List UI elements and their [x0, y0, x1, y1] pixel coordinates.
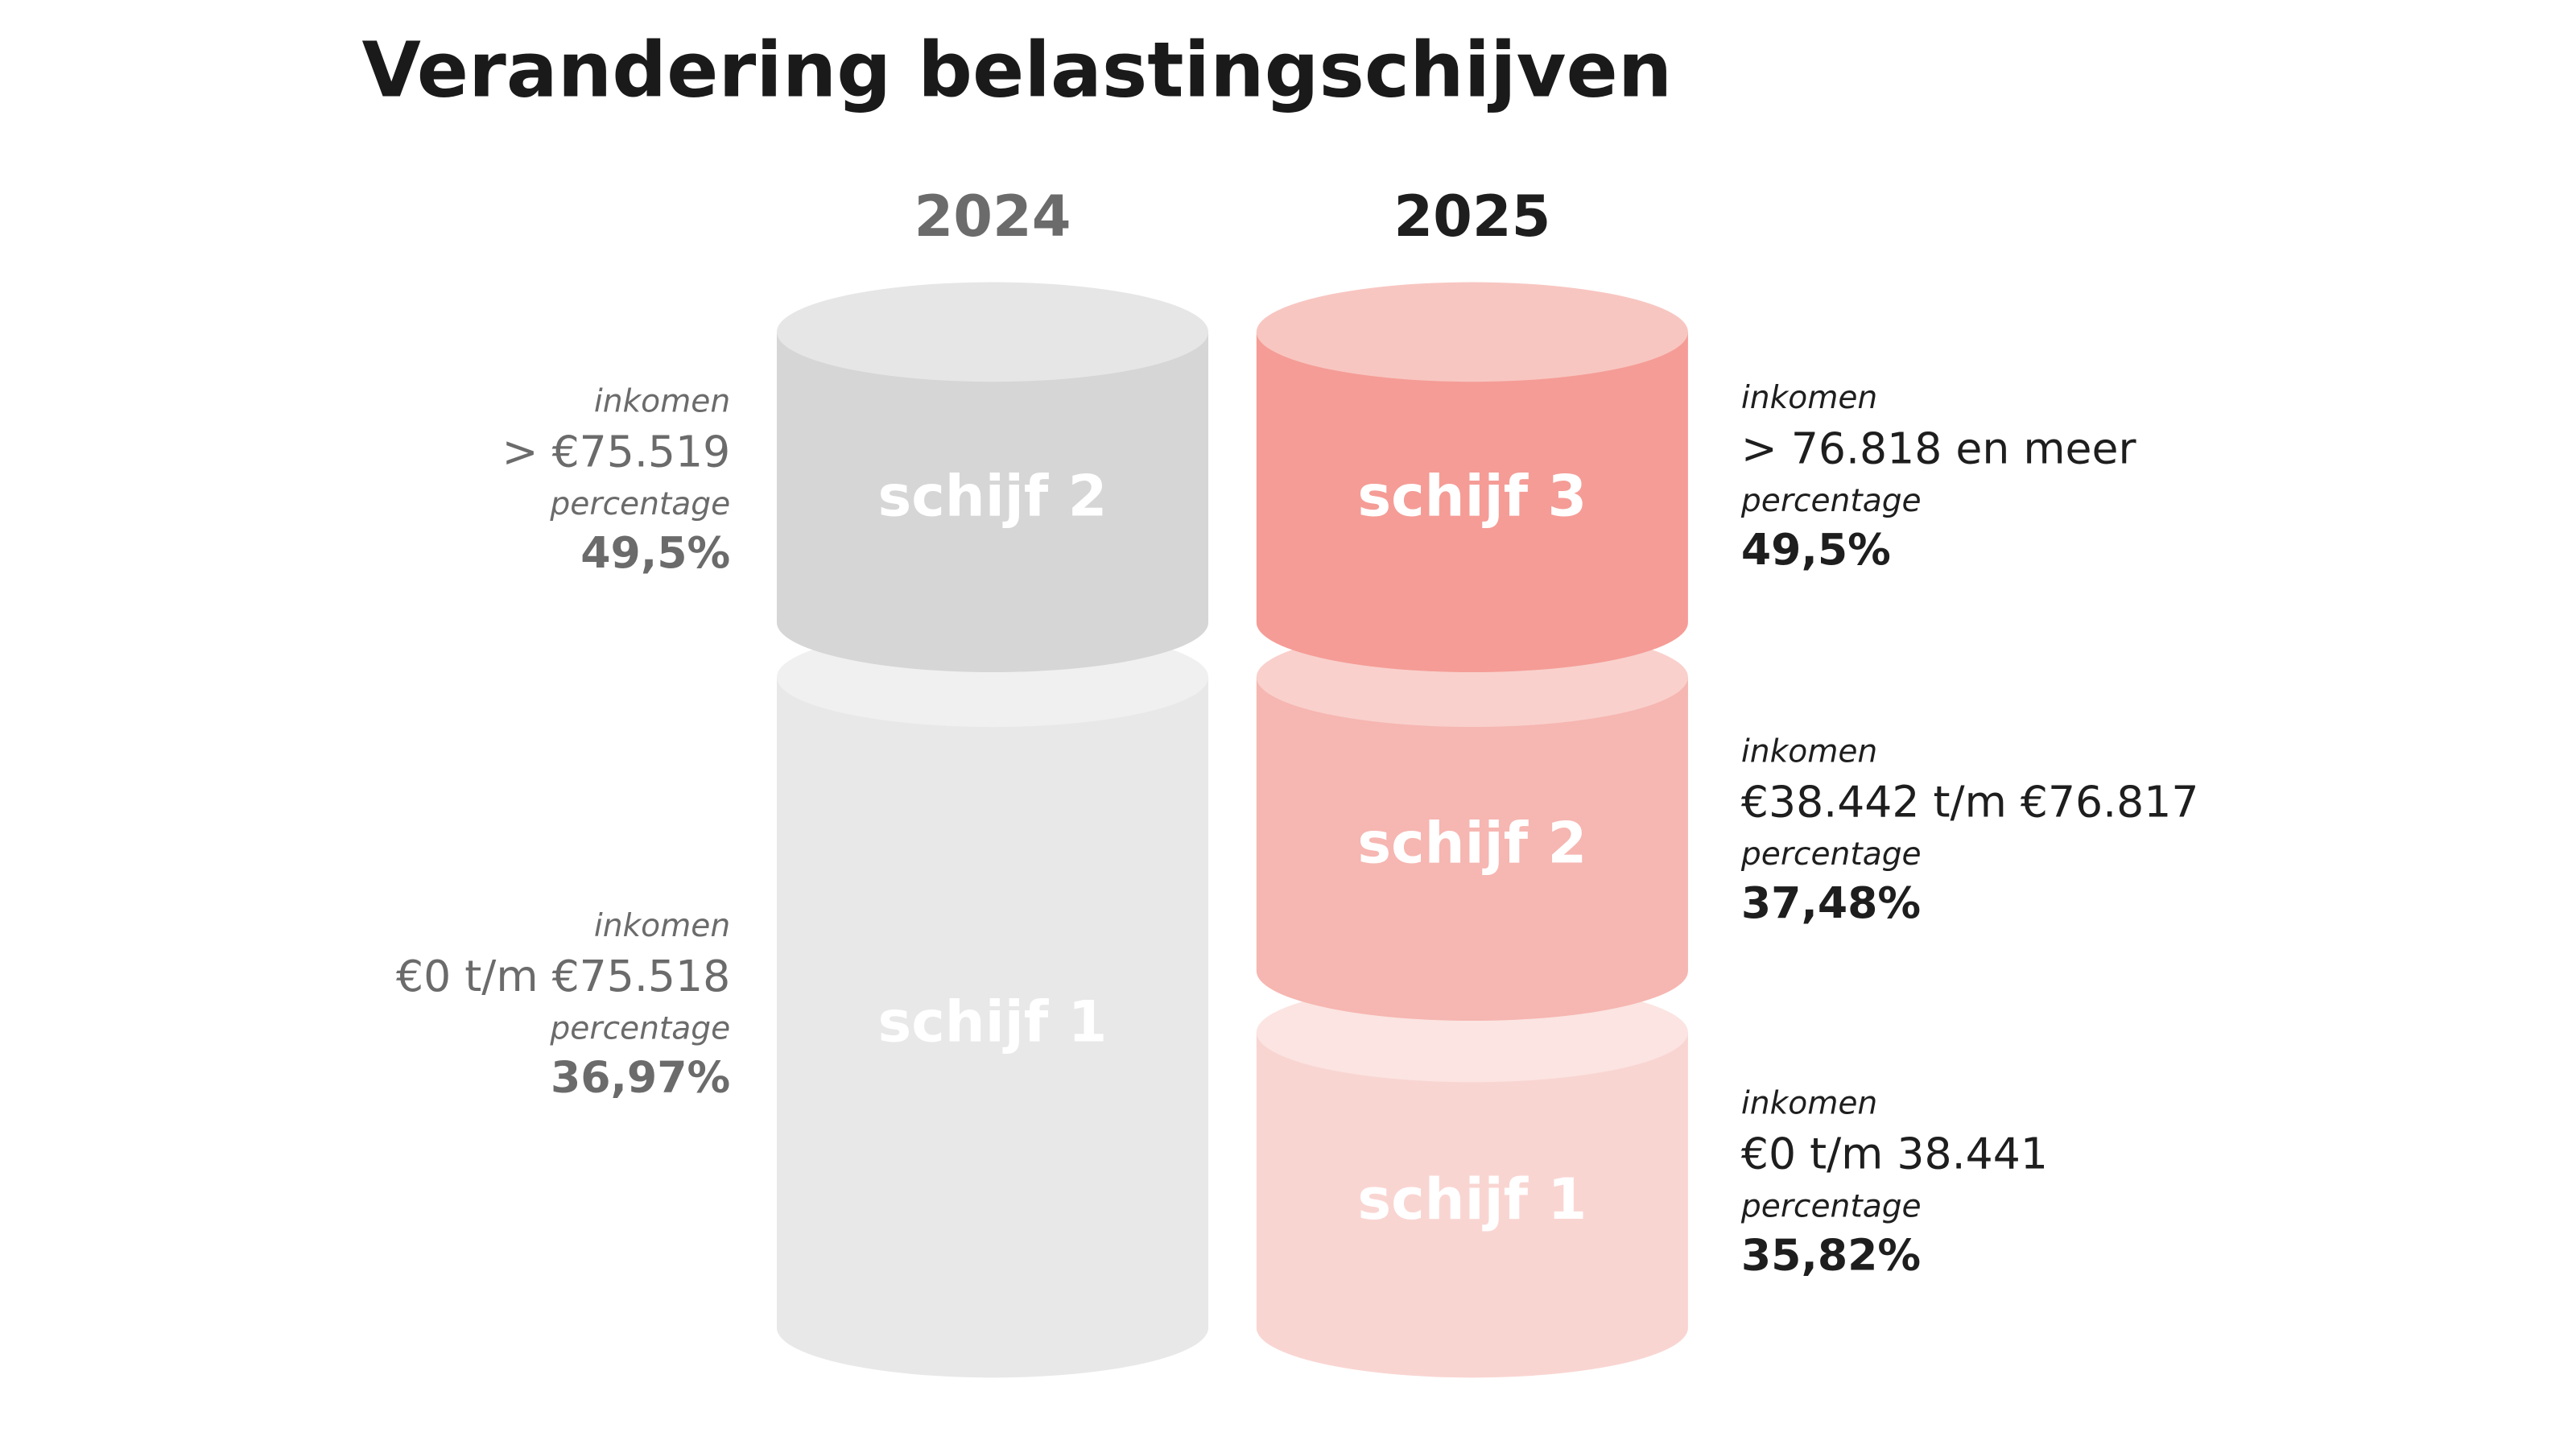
cylinder-body [1256, 1032, 1688, 1378]
income: > 76.818 en meer [1741, 423, 2137, 473]
percentage: 35,82% [1741, 1229, 1921, 1280]
cylinder-body [1256, 332, 1688, 673]
bracket-name: schijf 1 [878, 989, 1108, 1055]
bracket-name: schijf 3 [1357, 464, 1587, 530]
percentage: 49,5% [580, 527, 730, 578]
cylinder-top [776, 282, 1209, 382]
cylinder-top [1256, 282, 1688, 382]
bracket-name: schijf 2 [878, 464, 1108, 530]
income: €0 t/m 38.441 [1741, 1129, 2048, 1179]
income: €38.442 t/m €76.817 [1741, 776, 2199, 827]
income-label: inkomen [1741, 733, 1877, 770]
income: > €75.519 [502, 426, 731, 477]
income-label: inkomen [594, 908, 730, 944]
cylinder-body [776, 677, 1209, 1378]
percentage: 37,48% [1741, 877, 1921, 928]
percentage: 49,5% [1741, 524, 1891, 575]
title: Verandering belastingschijven [361, 27, 1672, 115]
income-label: inkomen [1741, 380, 1877, 416]
cylinder-body [776, 332, 1209, 673]
percentage-label: percentage [549, 486, 730, 522]
percentage-label: percentage [549, 1011, 730, 1047]
percentage-label: percentage [1740, 483, 1922, 519]
bracket-name: schijf 1 [1357, 1166, 1587, 1232]
year-label: 2025 [1393, 184, 1550, 250]
income-label: inkomen [1741, 1086, 1877, 1122]
percentage-label: percentage [1740, 1188, 1922, 1224]
income-label: inkomen [594, 383, 730, 419]
cylinder-body [1256, 677, 1688, 1022]
bracket-name: schijf 2 [1357, 811, 1587, 877]
year-label: 2024 [914, 184, 1071, 250]
percentage-label: percentage [1740, 836, 1922, 873]
percentage: 36,97% [551, 1052, 730, 1103]
income: €0 t/m €75.518 [396, 951, 730, 1001]
